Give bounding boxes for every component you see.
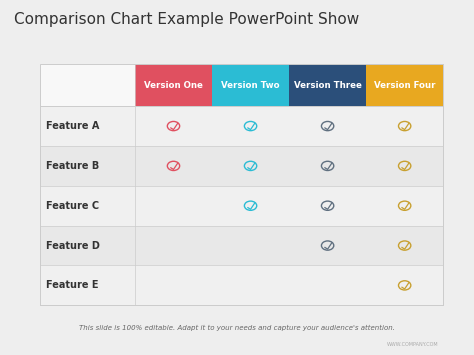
Bar: [212, 186, 289, 226]
Bar: [289, 146, 366, 186]
Bar: [40, 64, 443, 305]
Text: Comparison Chart Example PowerPoint Show: Comparison Chart Example PowerPoint Show: [14, 12, 359, 27]
Bar: [212, 266, 289, 305]
Text: Version Four: Version Four: [374, 81, 436, 89]
Bar: [366, 266, 443, 305]
Bar: [289, 186, 366, 226]
Bar: [366, 106, 443, 146]
Bar: [135, 226, 212, 266]
Bar: [366, 146, 443, 186]
Text: Version Three: Version Three: [294, 81, 362, 89]
Bar: [40, 186, 135, 226]
Bar: [289, 106, 366, 146]
Bar: [289, 64, 366, 106]
Bar: [366, 64, 443, 106]
Bar: [135, 106, 212, 146]
Text: Feature C: Feature C: [46, 201, 99, 211]
Text: Version Two: Version Two: [221, 81, 280, 89]
Bar: [212, 64, 289, 106]
Bar: [289, 266, 366, 305]
Bar: [135, 186, 212, 226]
Text: Version One: Version One: [144, 81, 203, 89]
Bar: [135, 146, 212, 186]
Bar: [135, 266, 212, 305]
Bar: [289, 226, 366, 266]
Bar: [40, 64, 135, 106]
Text: Feature B: Feature B: [46, 161, 99, 171]
Text: Feature E: Feature E: [46, 280, 99, 290]
Bar: [212, 226, 289, 266]
Bar: [212, 106, 289, 146]
Bar: [212, 146, 289, 186]
Bar: [366, 186, 443, 226]
Bar: [40, 106, 135, 146]
Bar: [40, 64, 443, 305]
Bar: [40, 146, 135, 186]
Bar: [135, 64, 212, 106]
Text: WWW.COMPANY.COM: WWW.COMPANY.COM: [387, 342, 438, 347]
Bar: [40, 226, 135, 266]
Text: Feature D: Feature D: [46, 241, 100, 251]
Text: Feature A: Feature A: [46, 121, 100, 131]
Bar: [40, 266, 135, 305]
Text: This slide is 100% editable. Adapt it to your needs and capture your audience's : This slide is 100% editable. Adapt it to…: [79, 325, 395, 332]
Bar: [366, 226, 443, 266]
